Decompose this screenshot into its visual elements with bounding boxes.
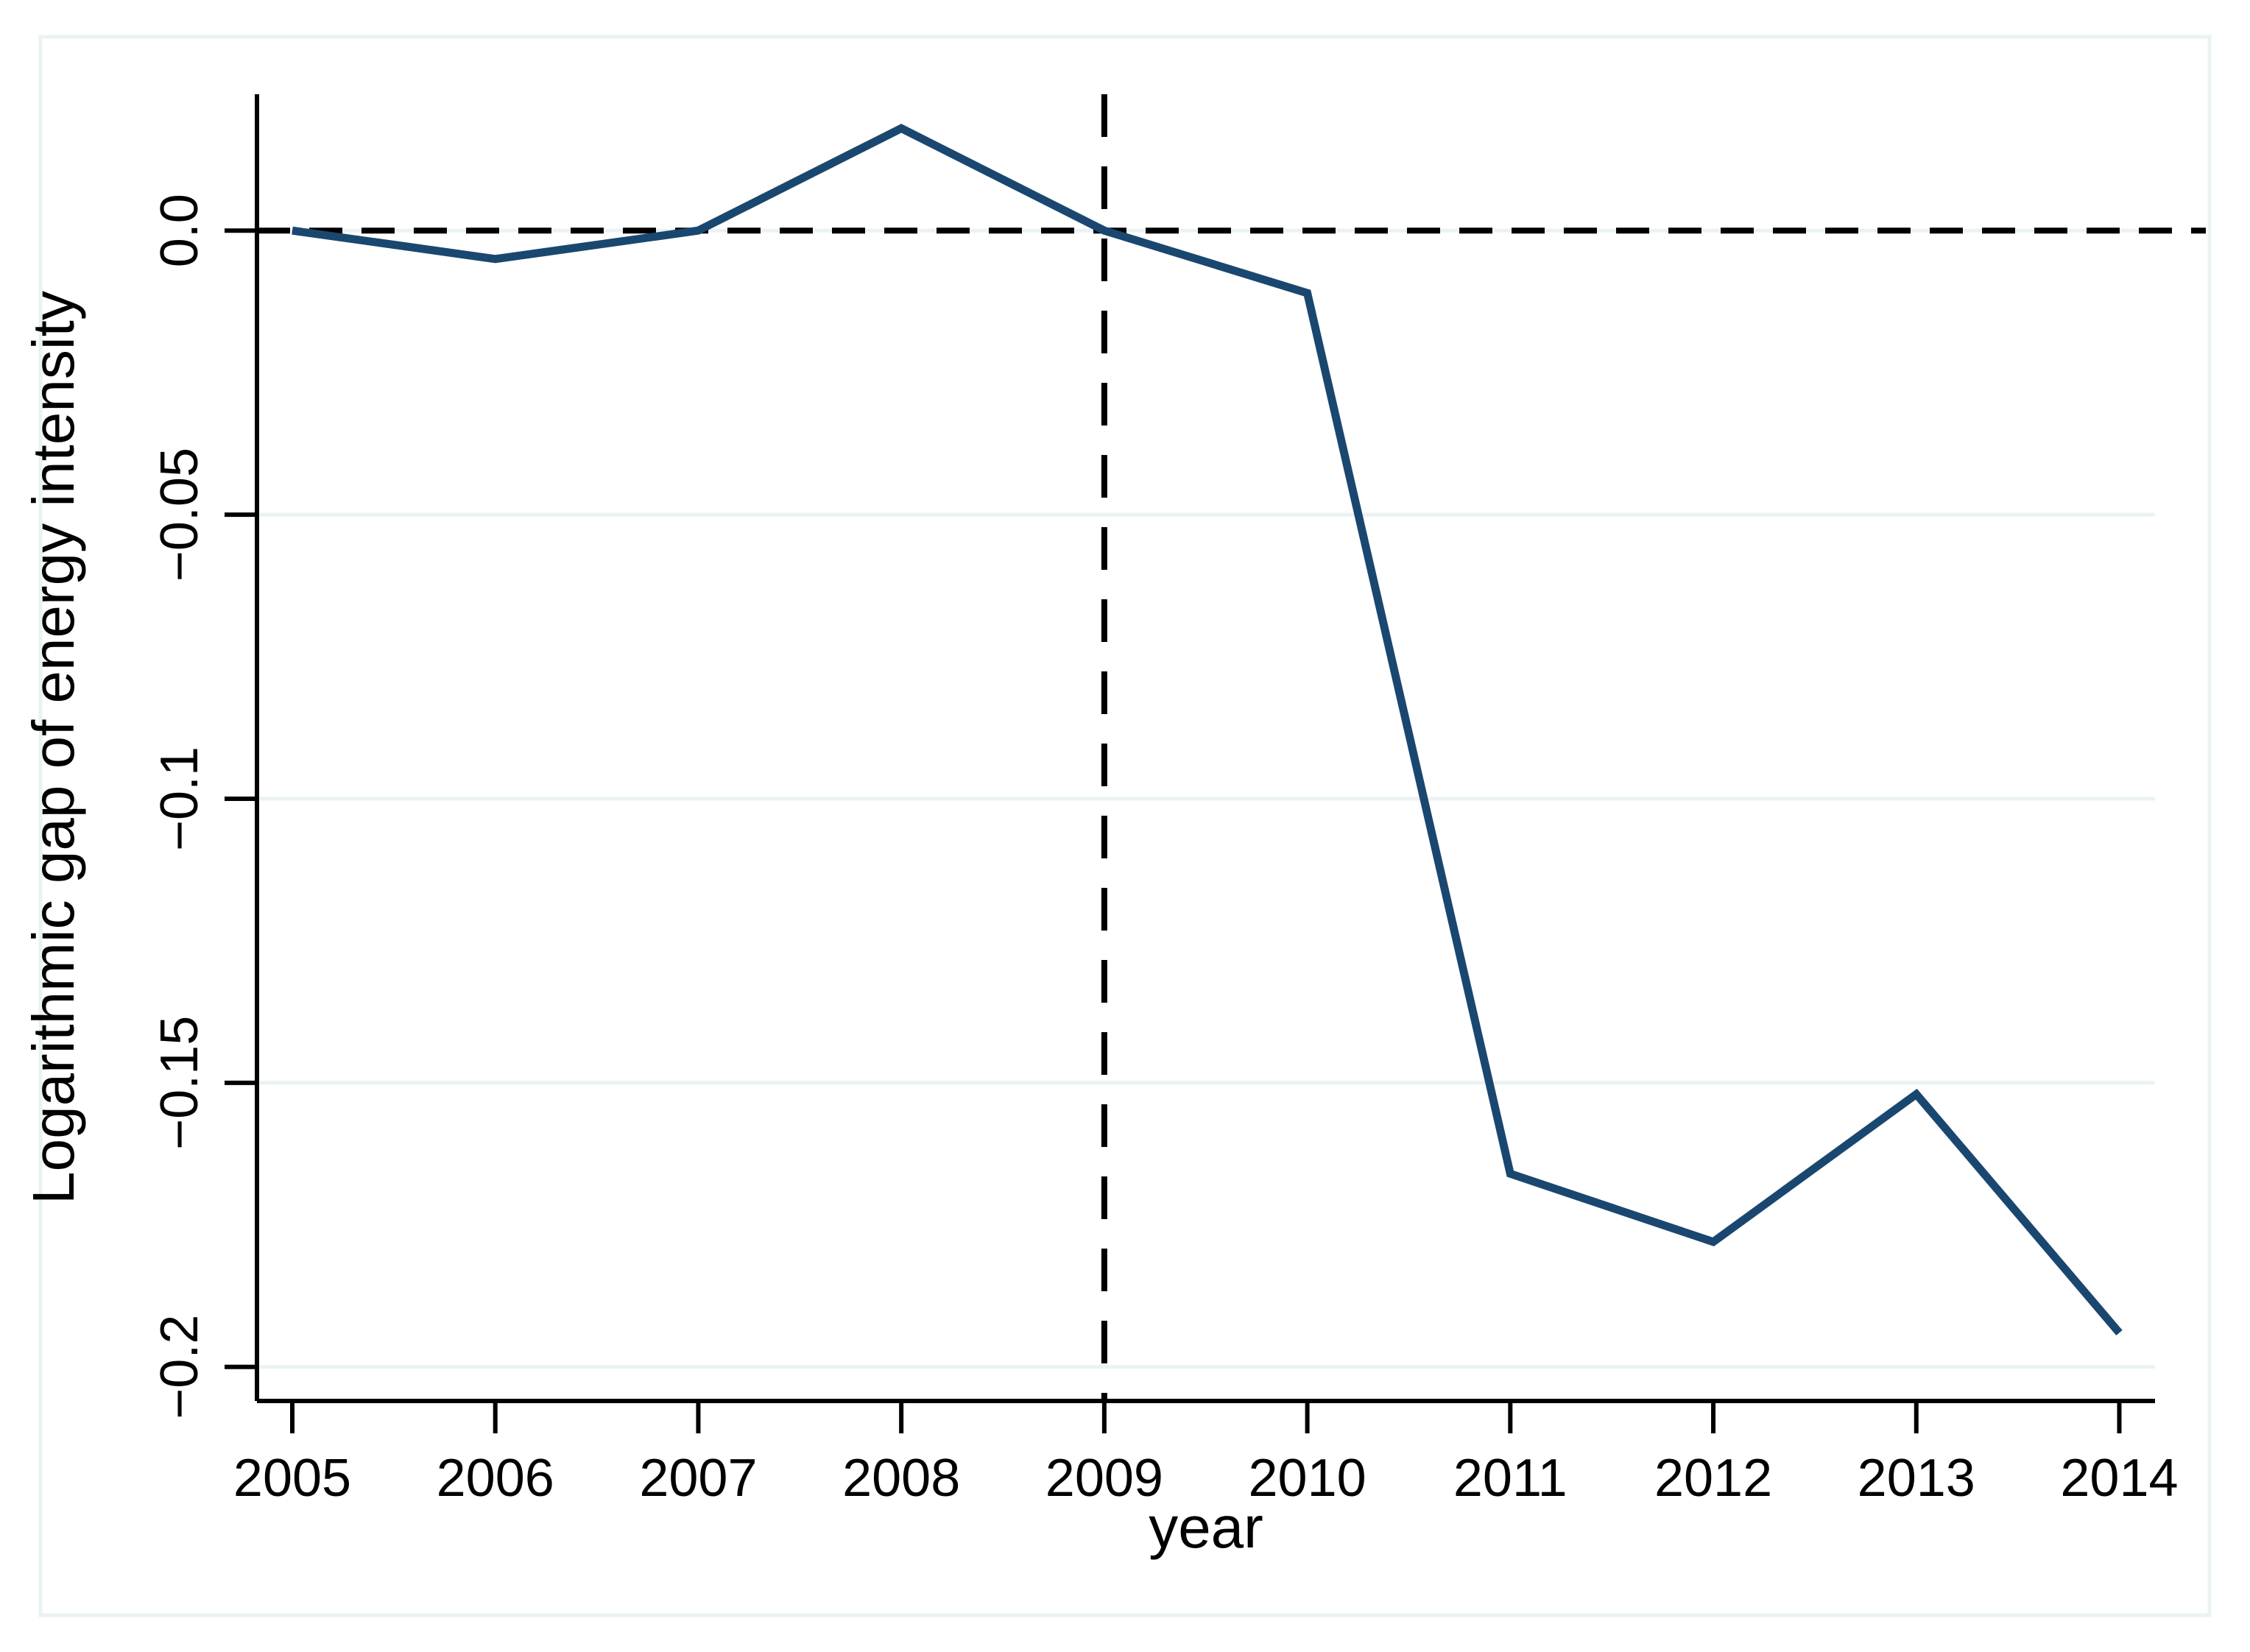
y-tick-label: 0.0 — [150, 194, 209, 267]
x-tick-label: 2010 — [1249, 1449, 1366, 1508]
x-tick-label: 2011 — [1453, 1449, 1567, 1508]
y-tick-label: −0.05 — [150, 448, 209, 582]
y-tick-label: −0.1 — [150, 746, 209, 851]
x-axis-title: year — [1149, 1494, 1263, 1560]
y-tick-label: −0.2 — [150, 1315, 209, 1419]
x-tick-label: 2013 — [1858, 1449, 1975, 1508]
x-tick-label: 2009 — [1045, 1449, 1163, 1508]
y-tick-label: −0.15 — [150, 1016, 209, 1150]
figure-border — [38, 35, 2212, 1617]
x-tick-label: 2008 — [842, 1449, 960, 1508]
x-tick-label: 2014 — [2060, 1449, 2178, 1508]
x-tick-label: 2007 — [639, 1449, 757, 1508]
x-tick-label: 2012 — [1654, 1449, 1772, 1508]
y-axis-title: Logarithmic gap of energy intensity — [21, 291, 86, 1204]
x-tick-label: 2006 — [437, 1449, 554, 1508]
data-series-line — [292, 124, 2123, 1335]
x-tick-label: 2005 — [233, 1449, 351, 1508]
